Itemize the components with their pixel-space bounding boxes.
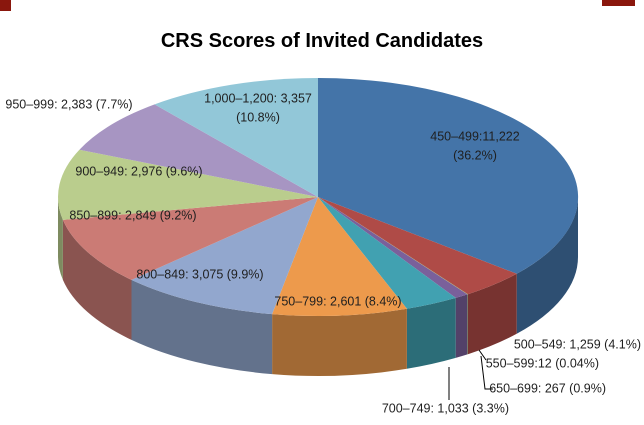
pie-slice-700-749-side — [406, 297, 456, 369]
pie-slice-500-549 — [318, 197, 517, 295]
pie-slice-550-599 — [318, 197, 468, 295]
pie-slice-800-849 — [131, 197, 318, 315]
leader-line-650-699 — [480, 355, 493, 390]
pie-slice-1-000-1-200 — [154, 77, 318, 197]
slice-label-500-549: 500–549: 1,259 (4.1%) — [514, 337, 641, 351]
slice-label-650-699: 650–699: 267 (0.9%) — [489, 381, 606, 395]
red-corner-mark — [0, 0, 11, 11]
slice-label-900-949: 900–949: 2,976 (9.6%) — [75, 164, 202, 178]
pie-slice-550-599-side — [467, 294, 468, 355]
pie-slice-850-899 — [62, 197, 319, 280]
slice-label-850-899: 850–899: 2,849 (9.2%) — [69, 208, 196, 222]
slice-label-1-000-1-200: (10.8%) — [236, 110, 280, 124]
pie-slice-950-999 — [79, 104, 319, 197]
slice-label-1-000-1-200: 1,000–1,200: 3,357 — [204, 91, 312, 105]
pie-slice-800-849-side — [131, 279, 273, 375]
chart-title: CRS Scores of Invited Candidates — [160, 30, 484, 52]
pie-slice-900-949 — [58, 149, 318, 220]
slice-label-450-499: 450–499:11,222 — [430, 129, 519, 143]
pie-slice-500-549-side — [467, 273, 517, 355]
pie-slice-450-499 — [318, 77, 579, 274]
slice-label-750-799: 750–799: 2,601 (8.4%) — [274, 294, 401, 308]
pie-slice-850-899-side — [62, 219, 132, 340]
pie-slice-450-499-side — [516, 197, 578, 334]
pie-slice-750-799 — [272, 197, 407, 316]
pie-slice-750-799-side — [272, 308, 407, 376]
slice-label-550-599: 550–599:12 (0.04%) — [486, 356, 599, 370]
pie-slice-650-699 — [318, 197, 468, 298]
pie-slice-900-949-side — [58, 197, 63, 280]
slice-label-800-849: 800–849: 3,075 (9.9%) — [136, 267, 263, 281]
slice-label-950-999: 950–999: 2,383 (7.7%) — [5, 97, 132, 111]
pie-slice-650-699-side — [455, 294, 468, 358]
slice-label-450-499: (36.2%) — [453, 148, 497, 162]
slice-label-700-749: 700–749: 1,033 (3.3%) — [382, 401, 509, 415]
red-top-bar-mark — [602, 0, 635, 6]
pie-slice-700-749 — [318, 197, 456, 309]
leader-line-550-599 — [478, 349, 487, 361]
